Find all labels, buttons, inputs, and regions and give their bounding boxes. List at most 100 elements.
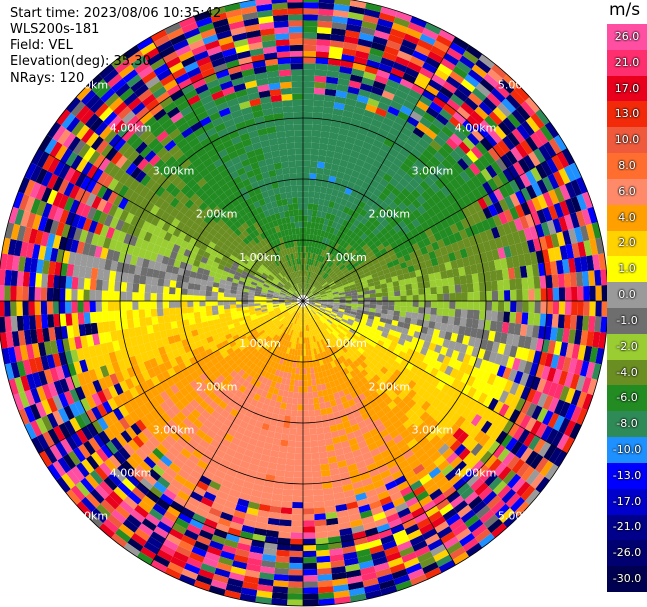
velocity-gate: [475, 417, 488, 431]
velocity-gate: [200, 454, 212, 465]
velocity-gate: [361, 115, 373, 125]
velocity-gate: [176, 320, 184, 328]
velocity-gate: [345, 350, 352, 358]
velocity-gate: [392, 336, 400, 344]
velocity-gate: [580, 330, 589, 346]
velocity-gate: [134, 194, 145, 207]
velocity-gate: [108, 454, 122, 469]
velocity-gate: [326, 144, 336, 152]
velocity-gate: [439, 416, 450, 428]
velocity-gate: [278, 525, 292, 533]
velocity-gate: [61, 223, 71, 238]
velocity-gate: [303, 368, 307, 375]
velocity-gate: [185, 403, 196, 414]
velocity-gate: [85, 455, 100, 470]
velocity-gate: [397, 256, 406, 264]
velocity-gate: [479, 339, 488, 350]
velocity-gate: [217, 331, 225, 339]
velocity-gate: [425, 349, 434, 359]
velocity-gate: [392, 94, 406, 106]
velocity-gate: [295, 447, 303, 454]
velocity-gate: [389, 373, 398, 383]
velocity-gate: [527, 276, 535, 290]
velocity-gate: [322, 351, 328, 358]
velocity-gate: [281, 433, 289, 441]
velocity-gate: [112, 340, 121, 352]
velocity-gate: [402, 376, 412, 386]
velocity-gate: [189, 271, 197, 279]
velocity-gate: [186, 227, 196, 237]
velocity-gate: [149, 340, 158, 350]
velocity-gate: [406, 474, 420, 486]
velocity-gate: [348, 175, 358, 184]
velocity-gate: [298, 306, 301, 313]
velocity-gate: [485, 281, 492, 292]
velocity-gate: [295, 441, 303, 448]
velocity-gate: [354, 244, 362, 252]
velocity-gate: [253, 341, 260, 349]
velocity-gate: [473, 291, 480, 301]
velocity-gate: [536, 378, 547, 393]
velocity-gate: [322, 272, 328, 279]
velocity-gate: [407, 61, 423, 73]
velocity-gate: [333, 102, 345, 111]
velocity-gate: [306, 318, 310, 325]
velocity-gate: [55, 221, 66, 237]
velocity-gate: [422, 274, 430, 282]
velocity-gate: [280, 345, 286, 353]
velocity-gate: [96, 268, 105, 280]
velocity-gate: [225, 447, 236, 457]
velocity-gate: [334, 145, 344, 154]
velocity-gate: [265, 474, 276, 482]
velocity-gate: [242, 303, 249, 308]
velocity-gate: [210, 357, 220, 366]
velocity-gate: [130, 469, 144, 483]
velocity-gate: [174, 517, 190, 530]
velocity-gate: [336, 139, 346, 148]
velocity-gate: [37, 245, 47, 260]
velocity-gate: [303, 404, 309, 411]
velocity-gate: [376, 523, 391, 534]
velocity-gate: [284, 365, 289, 373]
velocity-gate: [229, 297, 236, 301]
velocity-gate: [588, 270, 596, 286]
velocity-gate: [231, 457, 242, 467]
velocity-gate: [478, 533, 495, 548]
velocity-gate: [405, 259, 414, 268]
velocity-gate: [340, 266, 348, 273]
velocity-gate: [373, 174, 383, 184]
velocity-gate: [487, 385, 498, 398]
velocity-gate: [184, 427, 196, 439]
velocity-gate: [333, 304, 340, 307]
velocity-gate: [76, 462, 90, 478]
velocity-gate: [261, 310, 269, 315]
velocity-gate: [364, 347, 373, 355]
velocity-gate: [378, 235, 387, 244]
velocity-gate: [0, 316, 6, 333]
velocity-gate: [118, 417, 131, 431]
velocity-gate: [276, 463, 286, 471]
velocity-gate: [301, 313, 303, 320]
velocity-gate: [325, 407, 333, 415]
velocity-gate: [281, 318, 287, 324]
velocity-gate: [85, 409, 97, 423]
velocity-gate: [285, 303, 292, 306]
velocity-gate: [316, 561, 332, 569]
velocity-gate: [36, 151, 50, 169]
velocity-gate: [150, 215, 161, 227]
velocity-gate: [217, 443, 229, 454]
velocity-gate: [351, 273, 359, 279]
velocity-gate: [278, 451, 288, 459]
velocity-gate: [507, 473, 522, 489]
velocity-gate: [152, 348, 161, 358]
velocity-gate: [558, 301, 566, 315]
velocity-gate: [383, 84, 398, 95]
velocity-gate: [457, 504, 472, 519]
velocity-gate: [564, 403, 577, 421]
velocity-gate: [353, 429, 363, 438]
velocity-gate: [432, 118, 445, 131]
velocity-gate: [340, 414, 349, 423]
velocity-gate: [276, 543, 291, 551]
velocity-gate: [391, 187, 401, 197]
velocity-gate: [214, 448, 226, 459]
